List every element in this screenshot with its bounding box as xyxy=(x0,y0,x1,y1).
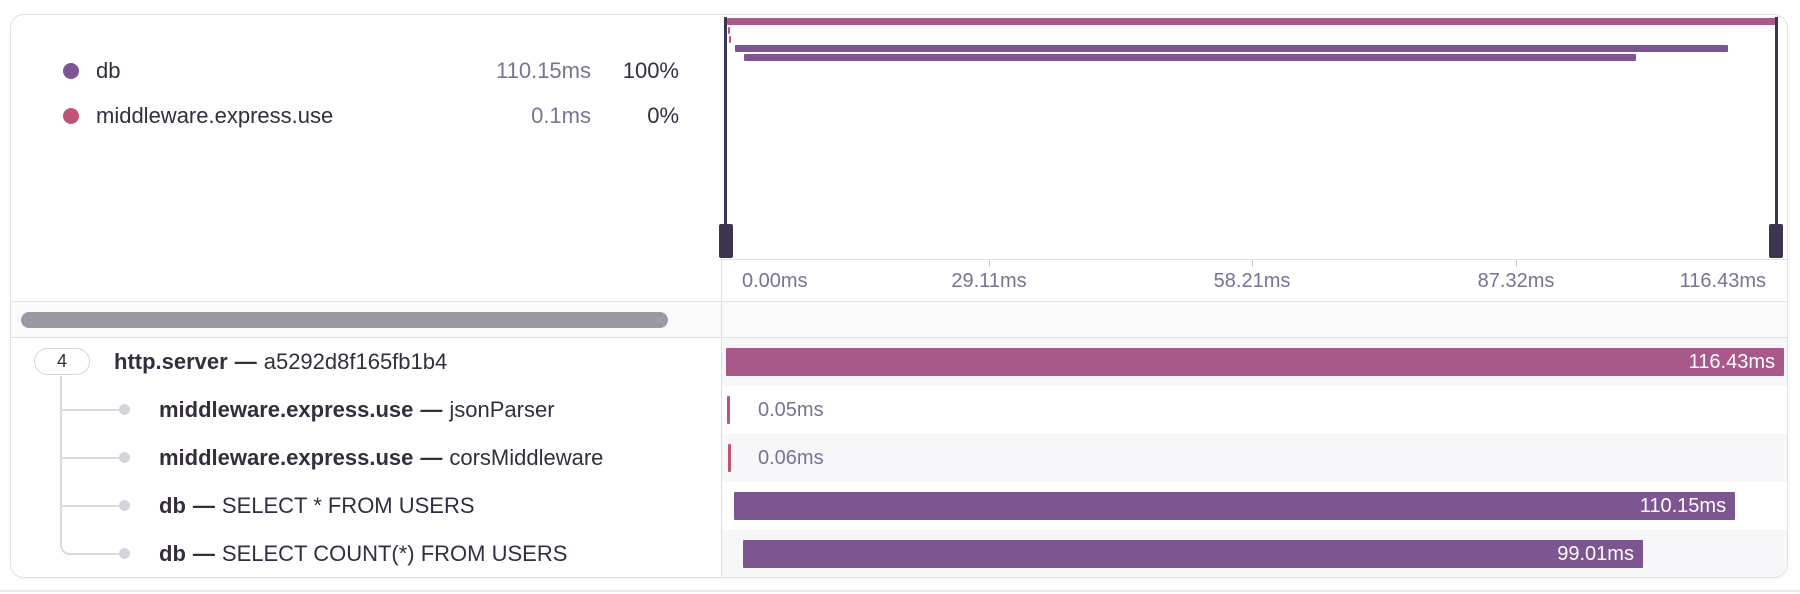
span-row-track: 110.15ms xyxy=(721,482,1787,530)
axis-tickmark xyxy=(1252,260,1253,267)
span-separator: — xyxy=(192,541,215,566)
middleware-color-dot-icon xyxy=(63,108,79,124)
span-separator: — xyxy=(420,445,443,470)
span-description: jsonParser xyxy=(449,397,555,422)
scrollbar-thumb[interactable] xyxy=(21,312,668,328)
span-row-corsmiddleware[interactable]: 0.06ms middleware.express.use — corsMiddle… xyxy=(11,434,1787,482)
page-bottom-divider xyxy=(0,590,1800,592)
minimap-span-bar xyxy=(727,18,1776,25)
span-duration-tick[interactable] xyxy=(727,444,731,472)
span-title: http.server — a5292d8f165fb1b4 xyxy=(114,338,447,386)
span-description: a5292d8f165fb1b4 xyxy=(263,349,448,374)
db-color-dot-icon xyxy=(63,63,79,79)
span-title: middleware.express.use — jsonParser xyxy=(159,386,555,434)
span-description: SELECT * FROM USERS xyxy=(221,493,475,518)
time-axis: 0.00ms 29.11ms 58.21ms 87.32ms 116.43ms xyxy=(721,259,1787,301)
span-separator: — xyxy=(420,397,443,422)
span-separator: — xyxy=(192,493,215,518)
span-separator: — xyxy=(234,349,257,374)
span-op-name: http.server xyxy=(114,349,228,374)
minimap-span-bar xyxy=(744,54,1637,61)
legend-op-percent: 100% xyxy=(622,58,679,83)
axis-tick-label: 87.32ms xyxy=(1477,270,1555,292)
ops-breakdown-legend: db 110.15ms 100% middleware.express.use … xyxy=(11,15,721,259)
axis-tick-label: 29.11ms xyxy=(951,270,1027,292)
span-description: corsMiddleware xyxy=(449,445,604,470)
span-row-select-users[interactable]: 110.15ms db — SELECT * FROM USERS xyxy=(11,482,1787,530)
trace-minimap[interactable] xyxy=(719,15,1783,258)
span-duration-bar[interactable]: 116.43ms xyxy=(726,348,1784,376)
span-duration-bar[interactable]: 99.01ms xyxy=(743,540,1643,568)
span-op-name: middleware.express.use xyxy=(159,397,414,422)
scrollbar-row xyxy=(11,301,1787,338)
axis-tick-label: 58.21ms xyxy=(1213,270,1291,292)
span-duration-label: 116.43ms xyxy=(1688,351,1775,373)
span-duration-bar[interactable]: 110.15ms xyxy=(734,492,1736,520)
children-count-badge[interactable]: 4 xyxy=(34,348,90,375)
span-title: db — SELECT * FROM USERS xyxy=(159,482,475,530)
legend-op-label: middleware.express.use xyxy=(96,103,334,128)
axis-tick-label: 0.00ms xyxy=(742,270,808,292)
minimap-span-bar xyxy=(727,27,731,34)
minimap-right-handle-line xyxy=(1775,17,1778,258)
span-op-name: db xyxy=(159,493,186,518)
minimap-span-bar xyxy=(728,36,732,43)
legend-item-middleware[interactable]: middleware.express.use 0.1ms 0% xyxy=(11,101,721,131)
span-duration-label: 0.06ms xyxy=(758,447,824,469)
minimap-right-drag-handle[interactable] xyxy=(1769,224,1783,258)
span-row-track: 0.05ms xyxy=(721,386,1787,434)
minimap-span-bar xyxy=(735,45,1728,52)
minimap-left-drag-handle[interactable] xyxy=(719,224,733,258)
legend-op-label: db xyxy=(96,58,121,83)
span-row-select-count-users[interactable]: 99.01ms db — SELECT COUNT(*) FROM USERS xyxy=(11,530,1787,577)
legend-item-db[interactable]: db 110.15ms 100% xyxy=(11,56,721,86)
span-duration-tick[interactable] xyxy=(726,396,730,424)
span-description: SELECT COUNT(*) FROM USERS xyxy=(221,541,568,566)
trace-header-section: db 110.15ms 100% middleware.express.use … xyxy=(11,15,1787,259)
span-row-jsonparser[interactable]: 0.05ms middleware.express.use — jsonParser xyxy=(11,386,1787,434)
span-title: middleware.express.use — corsMiddleware xyxy=(159,434,603,482)
axis-tickmark xyxy=(989,260,990,267)
span-op-name: db xyxy=(159,541,186,566)
minimap-bars xyxy=(727,15,1776,75)
span-duration-label: 110.15ms xyxy=(1639,495,1727,517)
span-rows: 116.43ms 4 http.server — a5292d8f165fb1b4 … xyxy=(11,338,1787,577)
minimap-left-handle-line xyxy=(724,17,727,258)
trace-view-card: db 110.15ms 100% middleware.express.use … xyxy=(10,14,1788,578)
span-row-track: 116.43ms xyxy=(721,338,1787,386)
axis-tick-label: 116.43ms xyxy=(1679,270,1766,292)
span-duration-label: 0.05ms xyxy=(758,399,824,421)
legend-op-duration: 110.15ms xyxy=(496,58,591,83)
legend-op-duration: 0.1ms xyxy=(531,103,591,128)
legend-op-percent: 0% xyxy=(647,103,679,128)
span-row-track: 0.06ms xyxy=(721,434,1787,482)
span-title: db — SELECT COUNT(*) FROM USERS xyxy=(159,530,568,577)
span-row-track: 99.01ms xyxy=(721,530,1787,577)
span-op-name: middleware.express.use xyxy=(159,445,414,470)
span-row-http-server[interactable]: 116.43ms 4 http.server — a5292d8f165fb1b4 xyxy=(11,338,1787,386)
span-duration-label: 99.01ms xyxy=(1557,543,1634,565)
scrollbar-row-right-spacer xyxy=(721,302,1787,337)
axis-tickmark xyxy=(1516,260,1517,267)
